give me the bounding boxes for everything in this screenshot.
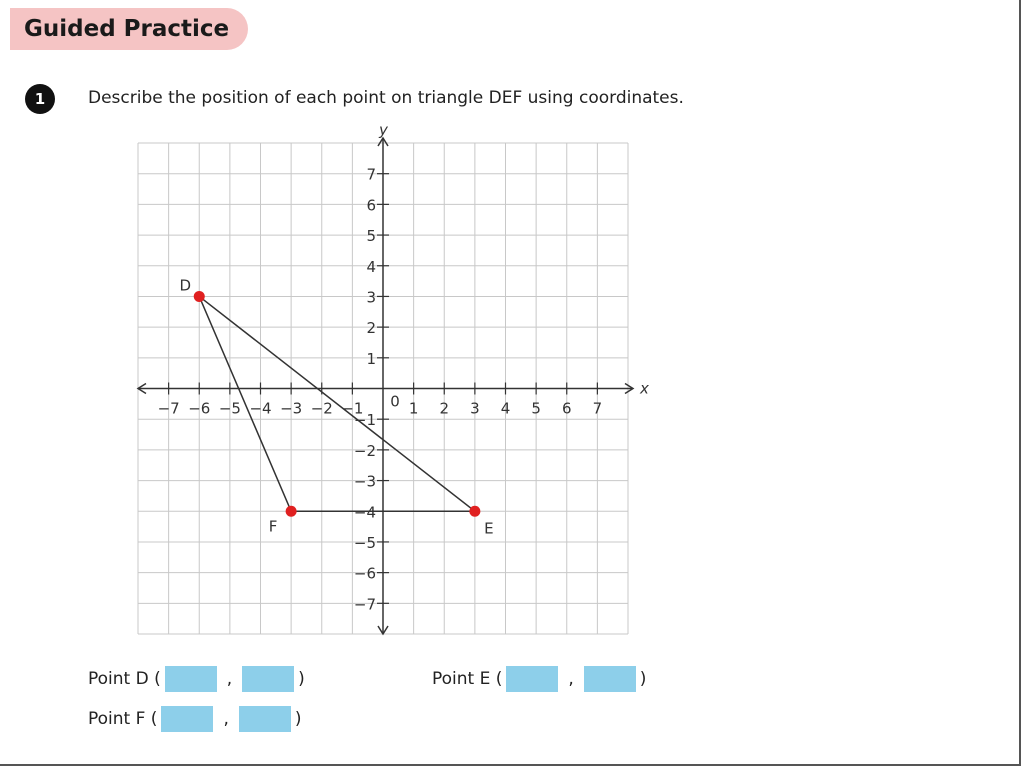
x-tick-label: −3 (280, 400, 302, 418)
y-tick-label: −1 (354, 411, 376, 429)
answer-label: Point D ( (88, 669, 161, 689)
x-tick-label: 3 (470, 400, 480, 418)
y-tick-label: −6 (354, 565, 376, 583)
y-tick-label: −4 (354, 503, 376, 521)
x-tick-label: 5 (531, 400, 541, 418)
point-label-f: F (269, 517, 278, 535)
y-tick-label: 3 (366, 288, 376, 306)
question-number: 1 (25, 84, 55, 114)
x-tick-label: −1 (341, 400, 363, 418)
y-axis-arrow-down (377, 625, 389, 636)
x-tick-label: 6 (562, 400, 572, 418)
y-axis-label: y (378, 121, 389, 139)
question-text: Describe the position of each point on t… (88, 88, 684, 108)
x-tick-label: −4 (249, 400, 271, 418)
answer-box-d-y[interactable] (242, 666, 295, 692)
close-paren: ) (294, 709, 302, 729)
x-tick-label: −7 (158, 400, 180, 418)
point-label-d: D (179, 276, 191, 294)
y-tick-label: 6 (366, 196, 376, 214)
x-tick-label: 1 (409, 400, 419, 418)
answer-box-f-x[interactable] (161, 706, 214, 732)
section-banner: Guided Practice (10, 8, 248, 50)
y-axis-arrow-up (377, 136, 389, 147)
y-tick-label: 2 (366, 319, 376, 337)
x-tick-label: 7 (593, 400, 603, 418)
close-paren: ) (639, 669, 647, 689)
comma: , (568, 669, 574, 689)
answer-box-e-y[interactable] (583, 666, 636, 692)
answer-label: Point F ( (88, 709, 158, 729)
close-paren: ) (298, 669, 305, 689)
origin-label: 0 (390, 393, 400, 411)
x-tick-label: 2 (439, 400, 449, 418)
comma: , (223, 709, 229, 729)
answer-point-e: Point E ( , ) (432, 665, 646, 693)
answer-box-e-x[interactable] (506, 666, 559, 692)
x-axis-arrow-right (624, 382, 635, 395)
point-label-e: E (484, 519, 493, 537)
x-tick-label: −2 (311, 400, 333, 418)
y-tick-label: 1 (366, 350, 376, 368)
answer-box-d-x[interactable] (164, 666, 217, 692)
x-axis-label: x (639, 380, 649, 398)
x-axis-arrow-left (136, 382, 147, 395)
answer-point-f: Point F ( , ) (88, 705, 301, 733)
y-tick-label: 7 (366, 166, 376, 184)
section-title: Guided Practice (24, 16, 230, 42)
point-e (469, 505, 481, 517)
answer-label: Point E ( (432, 669, 503, 689)
y-tick-label: −2 (354, 442, 376, 460)
y-tick-label: 4 (366, 258, 376, 276)
y-tick-label: −5 (354, 534, 376, 552)
triangle-def (198, 295, 478, 512)
x-tick-label: −5 (219, 400, 241, 418)
y-tick-label: −3 (354, 473, 376, 491)
comma: , (226, 669, 233, 689)
answer-box-f-y[interactable] (238, 706, 291, 732)
y-tick-label: 5 (366, 227, 376, 245)
point-f (285, 505, 297, 517)
x-tick-label: −6 (188, 400, 210, 418)
answer-point-d: Point D ( , ) (88, 665, 305, 693)
x-tick-label: 4 (501, 400, 511, 418)
y-tick-label: −7 (354, 595, 376, 613)
point-d (193, 290, 205, 302)
